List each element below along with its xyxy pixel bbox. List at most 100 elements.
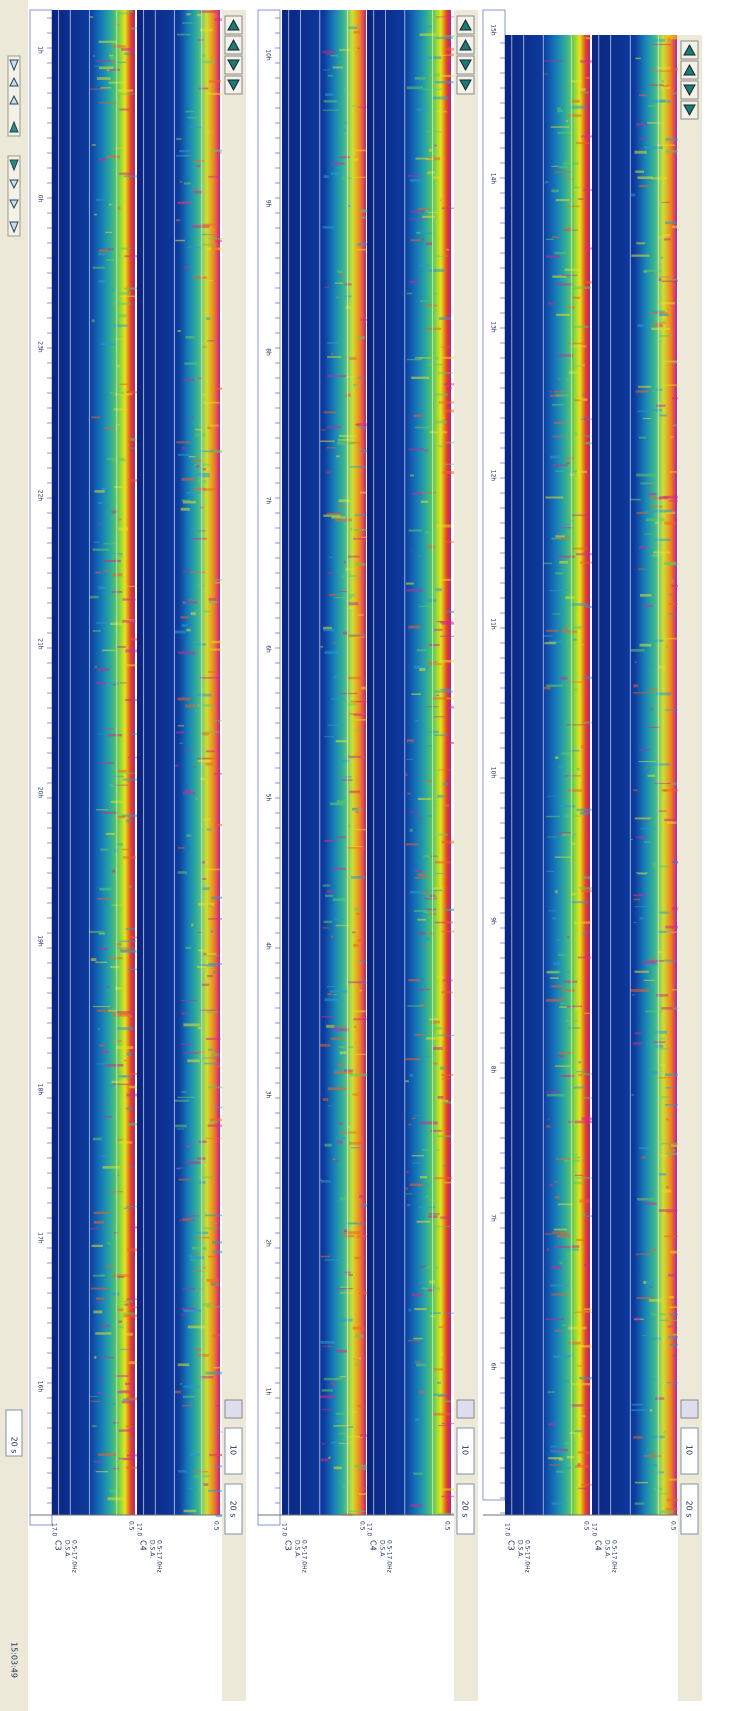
time-label: 2h [265,1239,272,1247]
dsa-texture [552,275,567,278]
dsa-texture [182,1218,192,1221]
dsa-texture [116,553,123,557]
zoom-icon[interactable] [456,1399,475,1419]
dsa-texture [126,1466,144,1470]
dsa-texture [414,877,429,879]
dsa-texture [329,802,344,806]
dsa-texture [635,872,649,874]
dsa-texture [330,1037,345,1040]
dsa-texture [93,1221,105,1224]
dsa-texture [349,466,366,468]
dsa-texture [572,1153,578,1156]
dsa-texture [442,1488,460,1491]
dsa-texture [186,1215,200,1217]
dsa-texture [661,201,670,203]
nav-buttons[interactable] [7,55,21,237]
dsa-texture [419,1206,435,1209]
dsa-texture [413,1337,423,1340]
dsa-texture [567,936,570,939]
window-label: 20 s [685,1501,694,1518]
scroll-buttons[interactable] [224,15,243,95]
dsa-texture [438,317,451,320]
dsa-texture [665,645,669,648]
dsa-texture [175,239,185,242]
dsa-texture [324,1259,344,1261]
time-label: 21h [37,638,44,650]
dsa-texture [91,416,101,419]
zoom-spin[interactable] [224,1427,243,1475]
dsa-texture [348,1510,366,1512]
dsa-texture [186,491,203,494]
dsa-texture [116,1276,125,1278]
time-label: 11h [490,618,497,630]
dsa-texture [349,357,357,361]
window-select[interactable] [680,1483,699,1535]
dsa-texture [94,490,105,493]
dsa-texture [108,54,114,57]
dsa-texture [546,1091,561,1093]
dsa-texture [95,1297,105,1300]
dsa-texture [429,894,438,898]
dsa-texture [433,716,446,718]
zoom-icon[interactable] [680,1399,699,1419]
dsa-texture [442,966,446,969]
scroll-buttons[interactable] [456,15,475,95]
dsa-texture [353,528,370,531]
dsa-texture [107,733,123,737]
dsa-texture [211,149,228,152]
dsa-texture [425,173,436,175]
zoom-icon[interactable] [224,1399,243,1419]
dsa-texture [340,1286,349,1288]
zoom-spin[interactable] [456,1427,475,1475]
channel-band: 0.5-17.0Hz [386,1540,393,1573]
dsa-texture [332,1160,339,1162]
dsa-texture [92,630,101,632]
dsa-texture [321,1409,332,1411]
dsa-texture [408,978,421,982]
dsa-texture [559,560,568,564]
zoom-spin[interactable] [680,1427,699,1475]
scroll-buttons[interactable] [680,40,699,120]
dsa-texture [186,246,201,249]
dsa-texture [215,1514,226,1518]
dsa-texture [666,1498,680,1502]
dsa-texture [116,364,120,368]
dsa-texture [111,904,123,906]
dsa-texture [180,1043,194,1045]
dsa-texture [193,459,202,462]
dsa-texture [561,989,575,992]
dsa-texture [184,266,190,269]
dsa-texture [659,665,666,669]
dsa-texture [577,644,584,646]
dsa-texture [409,280,419,284]
dsa-texture [112,324,128,327]
window-select[interactable] [456,1483,475,1535]
window-select[interactable] [224,1483,243,1535]
dsa-texture [90,958,97,962]
dsa-texture [583,676,593,679]
dsa-texture [432,697,445,700]
dsa-texture [321,429,327,431]
dsa-texture [552,1231,568,1235]
time-label: 14h [490,173,497,185]
dsa-texture [564,1442,576,1445]
dsa-texture [189,1254,195,1257]
dsa-texture [125,391,140,394]
dsa-texture [649,1337,661,1340]
dsa-texture [107,1242,111,1245]
control-column [454,10,478,1701]
dsa-texture [182,1288,196,1290]
dsa-texture [128,885,132,888]
dsa-texture [116,1046,134,1050]
dsa-texture [128,1437,133,1440]
dsa-texture [361,536,373,538]
dsa-texture [651,68,656,71]
channel-name: C4 [594,1540,603,1551]
dsa-texture [354,1464,370,1468]
dsa-texture [551,1293,568,1296]
dsa-texture [639,748,650,751]
window-select[interactable] [5,1409,23,1457]
dsa-texture [115,1027,133,1031]
zoom-value: 10 [461,1445,470,1455]
